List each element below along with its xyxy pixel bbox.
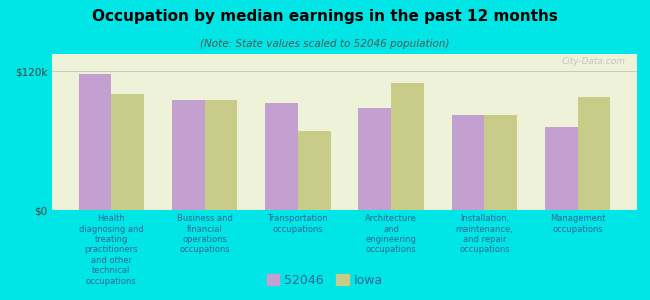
Bar — [578, 97, 610, 210]
Text: City-Data.com: City-Data.com — [562, 57, 625, 66]
Legend: 52046, Iowa: 52046, Iowa — [263, 270, 387, 291]
Bar — [359, 108, 391, 210]
Bar — [111, 94, 144, 210]
Bar — [484, 115, 517, 210]
Bar — [545, 127, 578, 210]
Bar — [265, 103, 298, 210]
Bar — [205, 100, 237, 210]
Text: (Note: State values scaled to 52046 population): (Note: State values scaled to 52046 popu… — [200, 39, 450, 49]
Bar — [298, 131, 330, 210]
Bar — [172, 100, 205, 210]
Bar — [79, 74, 111, 210]
Text: Occupation by median earnings in the past 12 months: Occupation by median earnings in the pas… — [92, 9, 558, 24]
Bar — [391, 83, 424, 210]
Bar — [452, 115, 484, 210]
